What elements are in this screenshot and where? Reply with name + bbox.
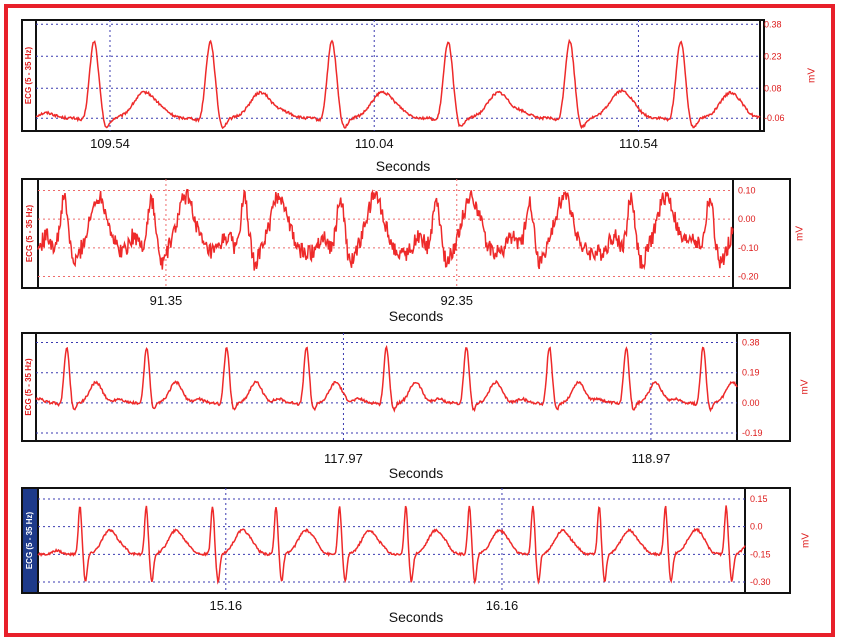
y-tick-label: -0.15	[750, 549, 771, 559]
x-tick-label: 92.35	[440, 293, 473, 308]
panel-frame	[22, 20, 764, 131]
y-tick-label: 0.38	[742, 338, 760, 348]
channel-label: ECG (5 - 35 Hz)	[25, 204, 34, 262]
x-axis-label: Seconds	[389, 465, 443, 481]
x-tick-label: 118.97	[632, 451, 671, 466]
x-tick-label: 15.16	[210, 598, 243, 613]
channel-label: ECG (5 - 35 Hz)	[24, 358, 33, 416]
y-tick-label: 0.19	[742, 368, 760, 378]
y-tick-label: -0.19	[742, 428, 763, 438]
x-tick-label: 117.97	[324, 451, 363, 466]
y-tick-label: 0.08	[764, 83, 782, 93]
y-tick-label: -0.20	[738, 272, 759, 282]
panel-frame	[22, 333, 790, 441]
panel-frame	[22, 179, 790, 288]
x-tick-label: 16.16	[486, 598, 519, 613]
panel-frame	[22, 488, 790, 593]
y-tick-label: -0.06	[764, 113, 785, 123]
y-tick-label: -0.30	[750, 577, 771, 587]
y-axis-label: mV	[801, 533, 812, 548]
x-axis-label: Seconds	[389, 308, 443, 324]
ecg-panel-3: ECG (5 - 35 Hz) 0.38 0.19 0.00 -0.19 117.97 11…	[22, 333, 811, 481]
x-tick-label: 110.54	[619, 136, 658, 151]
ecg-panel-1: ECG (5 - 35 Hz) 0.38 0.23 0.08 -0.06 109.54 11…	[22, 19, 818, 174]
x-axis-label: Seconds	[376, 158, 430, 174]
y-tick-label: -0.10	[738, 243, 759, 253]
y-axis-label: mV	[800, 379, 811, 394]
x-tick-label: 110.04	[355, 136, 394, 151]
ecg-panel-2: ECG (5 - 35 Hz) 0.10 0.00 -0.10 -0.20 91.35 92…	[22, 179, 806, 324]
y-axis-label: mV	[795, 226, 806, 241]
x-tick-label: 109.54	[90, 136, 130, 151]
y-tick-label: 0.0	[750, 522, 763, 532]
x-axis-label: Seconds	[389, 609, 443, 625]
channel-label: ECG (5 - 35 Hz)	[25, 511, 34, 569]
y-tick-label: 0.23	[764, 51, 782, 61]
x-tick-label: 91.35	[150, 293, 183, 308]
channel-label: ECG (5 - 35 Hz)	[24, 46, 33, 104]
ecg-panel-4: ECG (5 - 35 Hz) 0.15 0.0 -0.15 -0.30 15.16 16.…	[22, 488, 812, 625]
y-tick-label: 0.00	[738, 214, 756, 224]
y-tick-label: 0.38	[764, 19, 782, 29]
y-tick-label: 0.15	[750, 494, 768, 504]
y-tick-label: 0.00	[742, 398, 760, 408]
y-axis-label: mV	[807, 68, 818, 83]
y-tick-label: 0.10	[738, 185, 756, 195]
